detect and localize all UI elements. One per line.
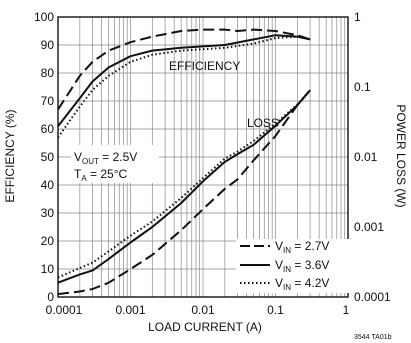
x-tick-label: 0.001 [115, 303, 145, 317]
conditions-box: VOUT = 2.5V TA = 25°C [71, 145, 159, 183]
loss-line-vin-2-7v [57, 89, 311, 296]
vout-label: VOUT = 2.5V [74, 150, 137, 166]
efficiency-annotation: EFFICIENCY [169, 59, 240, 73]
y-left-tick-label: 60 [41, 122, 55, 136]
ta-label: TA = 25°C [74, 167, 128, 183]
x-tick-label: 0.01 [191, 303, 215, 317]
x-tick-label: 0.1 [267, 303, 284, 317]
conditions-box-bg [71, 145, 159, 183]
loss-line-vin-4-2v [57, 89, 311, 279]
y-axis-right-title: POWER LOSS (W) [394, 104, 408, 207]
y-right-tick-label: 1 [354, 10, 361, 24]
legend-label-vin-4-2: VIN = 4.2V [275, 276, 329, 292]
y-right-tick-label: 0.01 [354, 150, 378, 164]
y-left-tick-label: 0 [47, 290, 54, 304]
y-axis-left-title: EFFICIENCY (%) [3, 109, 17, 202]
tick-labels: 0.0001 0.001 0.01 0.1 1010203040506070809010… [34, 10, 391, 317]
y-left-tick-label: 70 [41, 94, 55, 108]
y-left-tick-label: 80 [41, 66, 55, 80]
loss-line-vin-3-6v [57, 89, 311, 284]
y-left-tick-label: 20 [41, 234, 55, 248]
y-left-tick-label: 40 [41, 178, 55, 192]
legend: VIN = 2.7V VIN = 3.6V VIN = 4.2V [236, 239, 350, 293]
y-right-tick-label: 0.001 [354, 220, 384, 234]
plot-frame [57, 16, 349, 298]
y-left-tick-label: 30 [41, 206, 55, 220]
legend-label-vin-3-6: VIN = 3.6V [275, 258, 329, 274]
loss-annotation: LOSS [247, 116, 279, 130]
y-right-tick-label: 0.1 [354, 80, 371, 94]
y-left-tick-label: 50 [41, 150, 55, 164]
y-right-tick-label: 0.0001 [354, 290, 391, 304]
legend-label-vin-2-7: VIN = 2.7V [275, 239, 329, 255]
x-tick-label: 1 [343, 303, 350, 317]
x-tick-label: 0.0001 [46, 303, 83, 317]
y-left-tick-label: 10 [41, 262, 55, 276]
efficiency-line-vin-3-6v [57, 34, 311, 127]
y-left-tick-label: 100 [34, 10, 54, 24]
y-left-tick-label: 90 [41, 38, 55, 52]
efficiency-line-vin-2-7v [57, 28, 311, 110]
series-lines [57, 28, 311, 296]
figure-code: 3544 TA01b [354, 334, 392, 341]
x-axis-title: LOAD CURRENT (A) [148, 320, 262, 334]
